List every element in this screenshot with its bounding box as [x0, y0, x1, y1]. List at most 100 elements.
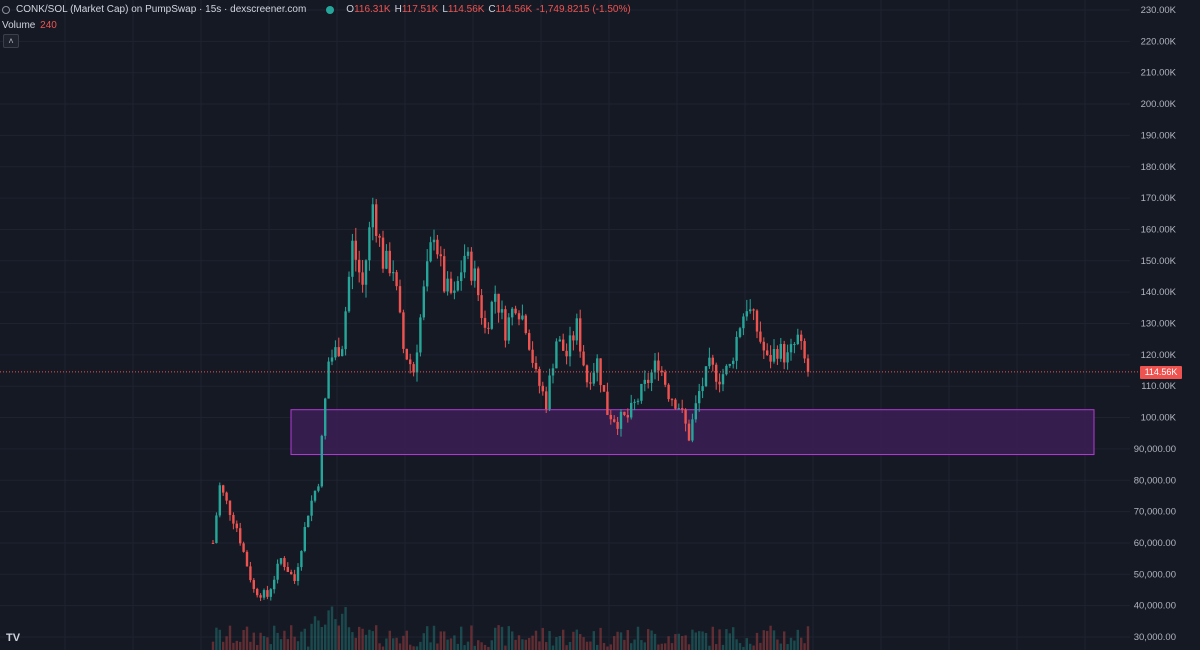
volume-bar	[691, 629, 694, 650]
candle-body	[358, 259, 361, 273]
volume-bar	[334, 619, 337, 650]
candle-body	[701, 386, 704, 392]
candle-body	[334, 347, 337, 358]
volume-bar	[327, 610, 330, 650]
volume-bar	[650, 630, 653, 650]
candle-body	[490, 301, 493, 329]
volume-bar	[521, 639, 524, 650]
candle-body	[776, 349, 779, 359]
volume-bar	[436, 643, 439, 650]
volume-bar	[718, 629, 721, 650]
price-axis[interactable]: 230.00K 220.00K 210.00K 200.00K 190.00K 180.0…	[1134, 5, 1177, 643]
candle-body	[582, 351, 585, 366]
tradingview-logo[interactable]: TV	[6, 632, 21, 644]
volume-bar	[303, 628, 306, 650]
candle-body	[347, 276, 351, 312]
volume-bar	[667, 636, 670, 650]
volume-bar	[783, 631, 786, 650]
candle-body	[575, 318, 578, 341]
candle-body	[653, 360, 657, 373]
volume-bar	[358, 626, 361, 650]
volume-bar	[670, 643, 674, 650]
candle-body	[732, 360, 735, 364]
last-price-tag: 114.56K	[1140, 366, 1182, 379]
candle-body	[528, 333, 531, 350]
volume-bar	[446, 639, 449, 650]
open-key: O	[346, 4, 355, 15]
volume-bar	[422, 633, 425, 650]
candle-body	[303, 527, 306, 552]
price-axis-label: 30,000.00	[1134, 632, 1176, 643]
volume-bar	[660, 643, 663, 650]
candle-body	[232, 514, 235, 524]
volume-bar	[677, 633, 680, 650]
candle-body	[796, 334, 799, 345]
chart-legend: CONK/SOL (Market Cap) on PumpSwap · 15s …	[2, 4, 631, 15]
candle-body	[439, 254, 442, 257]
price-axis-label: 120.00K	[1141, 350, 1177, 361]
volume-bar	[759, 642, 762, 650]
price-axis-label: 90,000.00	[1134, 444, 1176, 455]
volume-bar	[721, 644, 725, 650]
volume-bar	[500, 626, 504, 650]
volume-bar	[293, 636, 296, 650]
candle-body	[470, 251, 473, 281]
candle-body	[286, 566, 289, 572]
candle-body	[337, 347, 340, 357]
candle-body	[392, 272, 395, 274]
candle-body	[330, 357, 334, 362]
volume-bar	[252, 632, 255, 650]
candle-body	[623, 411, 626, 416]
candle-body	[453, 290, 456, 293]
candle-body	[589, 382, 592, 384]
candle-body	[691, 419, 694, 441]
candle-body	[344, 311, 347, 350]
candle-body	[728, 363, 731, 366]
volume-bar	[517, 635, 521, 650]
volume-label: Volume	[2, 20, 36, 31]
candle-body	[772, 349, 776, 362]
volume-bar	[344, 607, 347, 650]
candle-body	[449, 278, 453, 293]
chart-title: CONK/SOL (Market Cap) on PumpSwap · 15s …	[16, 4, 307, 15]
volume-bar	[596, 644, 599, 650]
collapse-legend-button[interactable]: ˄	[3, 34, 19, 48]
candle-body	[313, 490, 317, 501]
candle-body	[276, 563, 279, 580]
volume-bar	[477, 640, 480, 650]
candle-body	[262, 590, 266, 598]
volume-bar	[711, 626, 714, 650]
candle-body	[242, 543, 245, 552]
volume-bar	[616, 631, 619, 650]
candle-body	[507, 317, 510, 341]
candle-body	[415, 352, 419, 373]
candle-body	[290, 571, 293, 575]
candle-body	[660, 370, 663, 373]
candle-body	[351, 240, 354, 277]
volume-bar	[657, 644, 660, 650]
volume-bar	[347, 627, 351, 650]
candle-body	[436, 239, 439, 255]
candle-body	[742, 316, 745, 329]
volume-bar	[694, 632, 697, 650]
volume-bar	[395, 637, 398, 650]
candle-body	[766, 350, 769, 355]
candle-body	[633, 401, 636, 403]
candle-body	[800, 334, 803, 342]
candle-body	[432, 239, 436, 243]
volume-bar	[483, 644, 487, 650]
volume-bar	[381, 646, 385, 650]
volume-bar	[800, 637, 803, 650]
candle-body	[371, 204, 374, 228]
market-status-icon	[326, 5, 335, 14]
candle-body	[755, 310, 759, 332]
volume-bar	[351, 632, 354, 650]
volume-bar	[793, 640, 796, 650]
volume-bar	[664, 643, 667, 650]
volume-bar	[490, 640, 493, 650]
candle-body	[704, 366, 708, 387]
candle-body	[511, 308, 514, 318]
volume-bar	[402, 635, 405, 650]
volume-bar	[225, 636, 228, 650]
